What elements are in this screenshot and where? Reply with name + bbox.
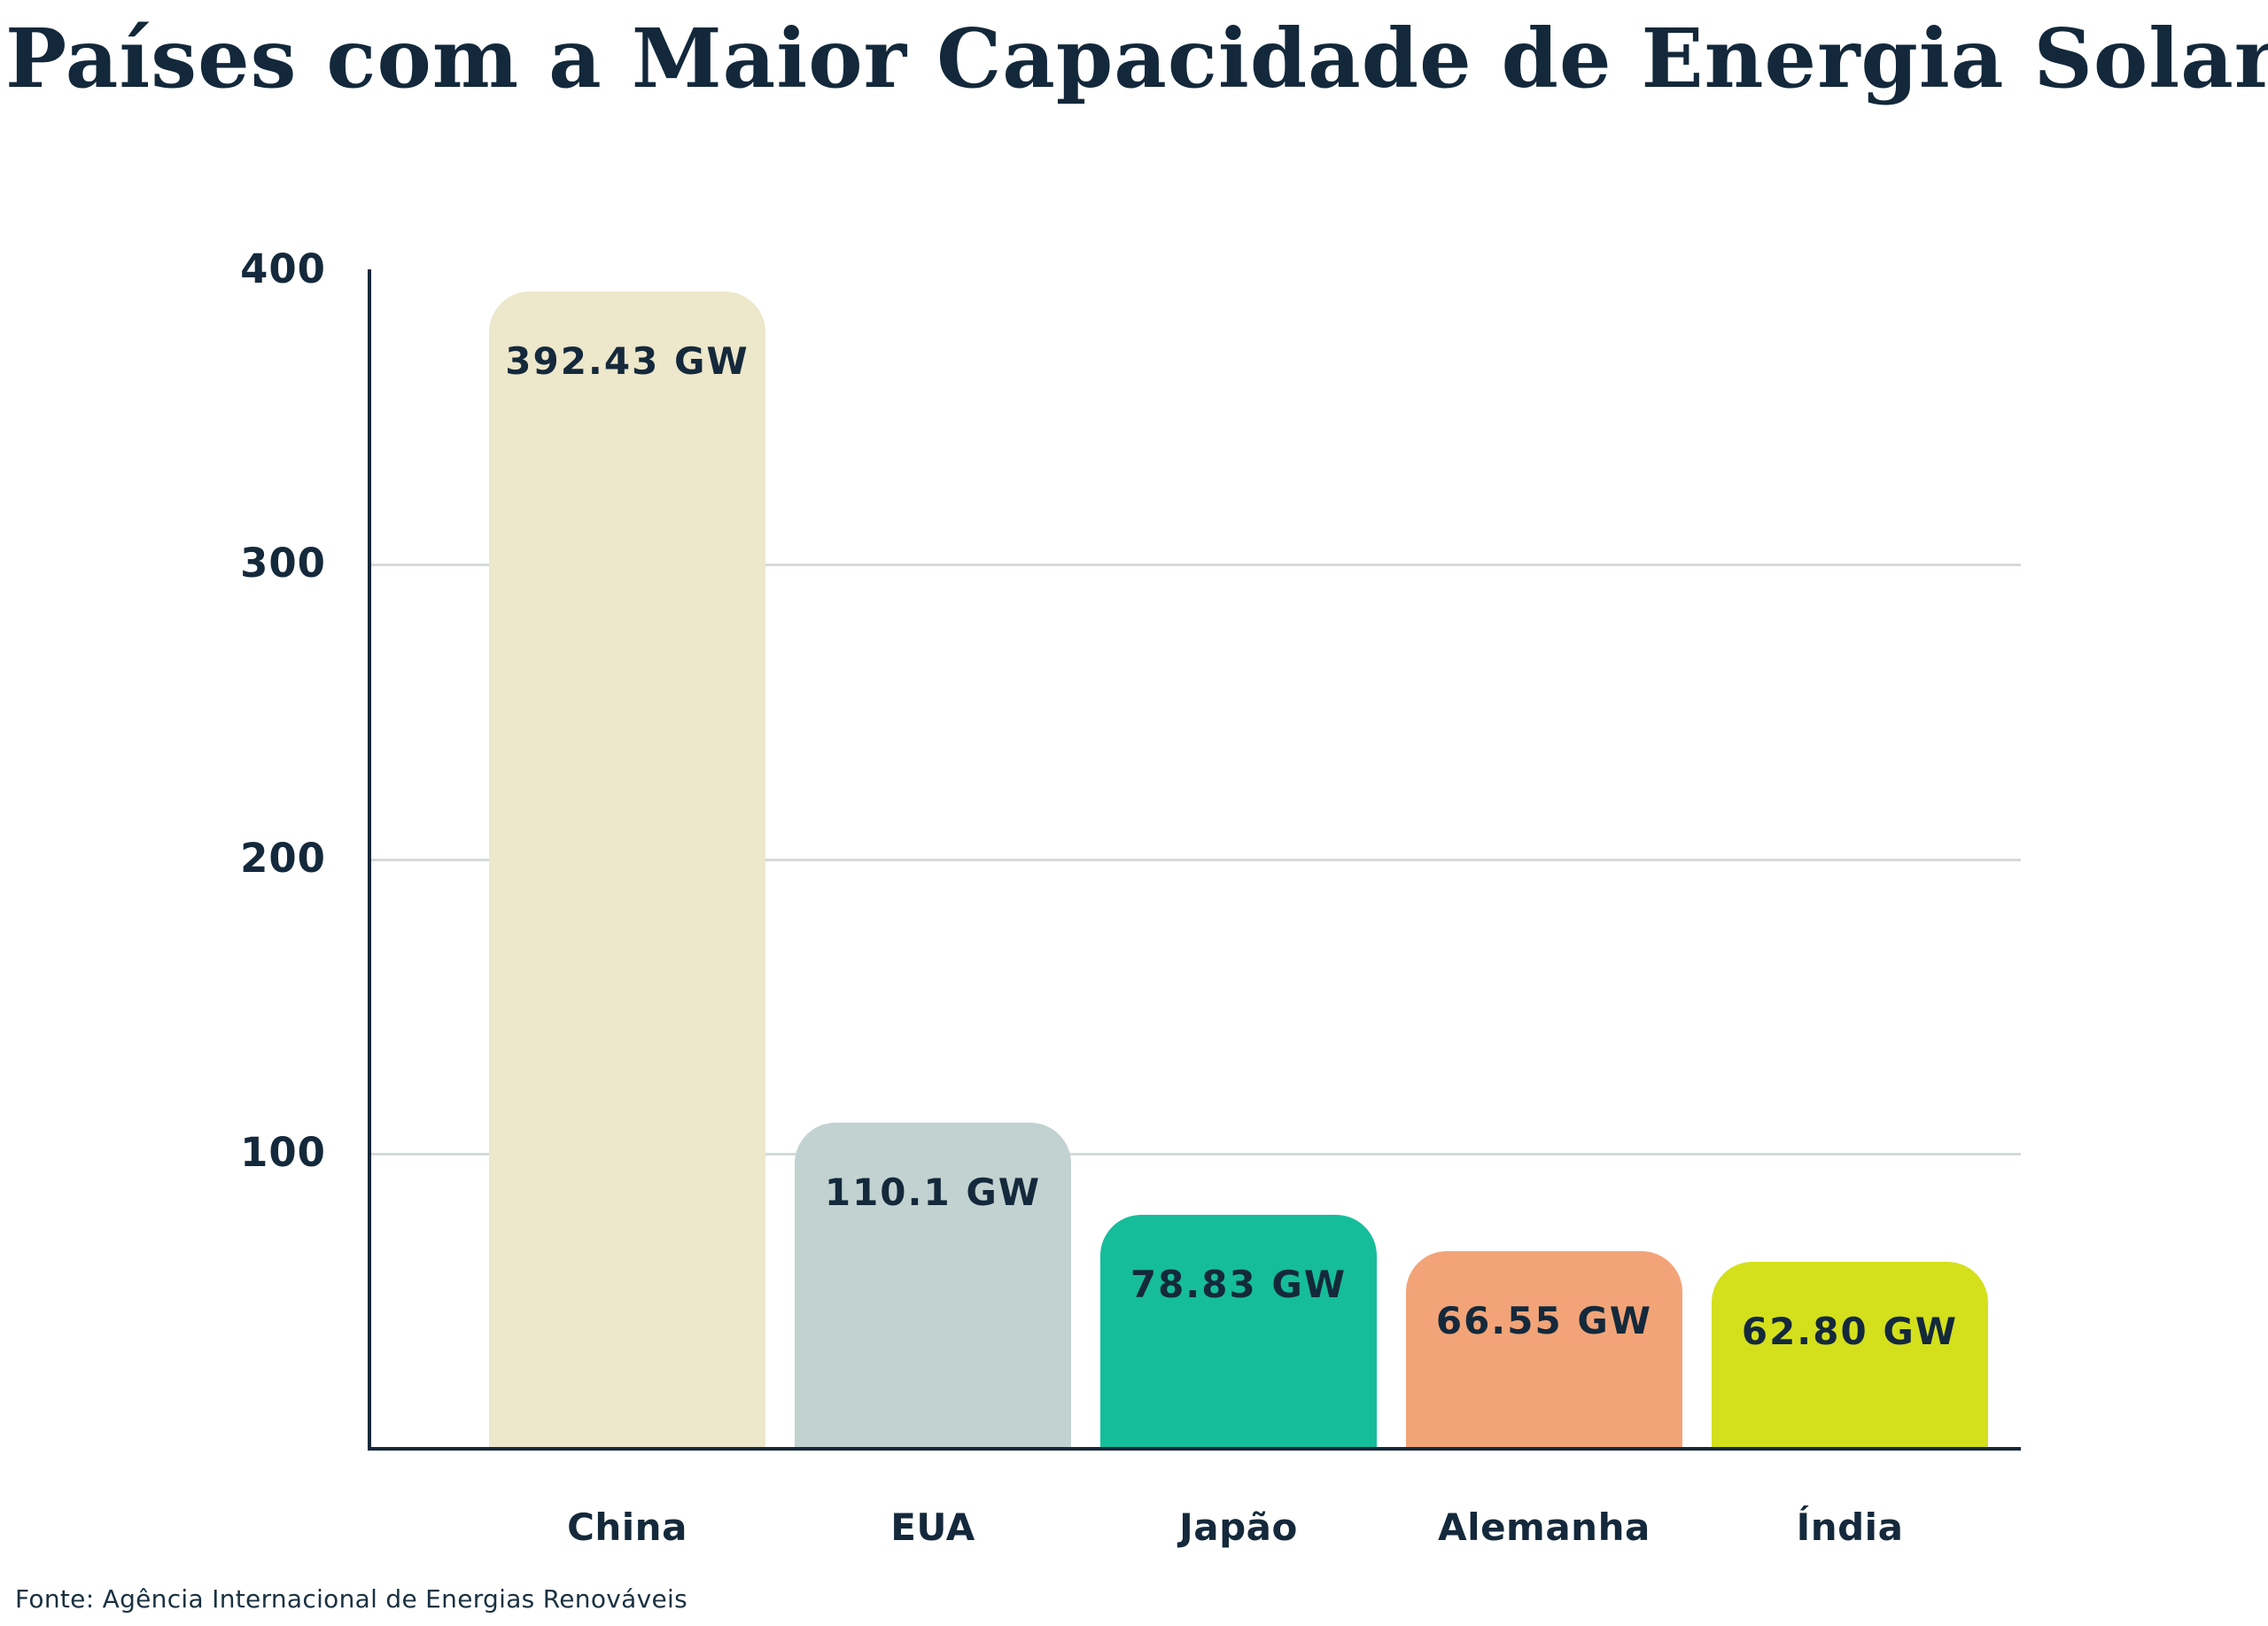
bar-alemanha: 66.55 GW: [1406, 1251, 1682, 1447]
x-axis-label-eua: EUA: [890, 1505, 975, 1549]
chart-title: Países com a Maior Capacidade de Energia…: [5, 11, 2268, 106]
bar-value-label-índia: 62.80 GW: [1741, 1310, 1959, 1353]
bar-índia: 62.80 GW: [1712, 1262, 1988, 1447]
gridline-200: [371, 859, 2021, 861]
y-tick-label-100: 100: [240, 1129, 326, 1176]
gridline-300: [371, 564, 2021, 566]
y-tick-label-300: 300: [240, 540, 326, 587]
x-axis-label-alemanha: Alemanha: [1438, 1505, 1651, 1549]
x-axis-label-índia: Índia: [1796, 1505, 1904, 1549]
bar-eua: 110.1 GW: [795, 1123, 1071, 1447]
x-axis-label-japão: Japão: [1179, 1505, 1298, 1549]
x-axis-line: [368, 1447, 2021, 1451]
y-tick-label-400: 400: [240, 245, 326, 292]
y-axis-line: [368, 269, 371, 1451]
bar-value-label-china: 392.43 GW: [505, 339, 750, 383]
source-note: Fonte: Agência Internacional de Energias…: [15, 1584, 687, 1614]
bar-value-label-eua: 110.1 GW: [824, 1171, 1042, 1214]
bar-china: 392.43 GW: [489, 292, 765, 1447]
bar-japão: 78.83 GW: [1100, 1215, 1377, 1447]
bar-value-label-japão: 78.83 GW: [1130, 1263, 1348, 1306]
gridline-100: [371, 1153, 2021, 1155]
x-axis-label-china: China: [567, 1505, 687, 1549]
y-tick-label-200: 200: [240, 835, 326, 882]
bar-value-label-alemanha: 66.55 GW: [1435, 1299, 1653, 1342]
